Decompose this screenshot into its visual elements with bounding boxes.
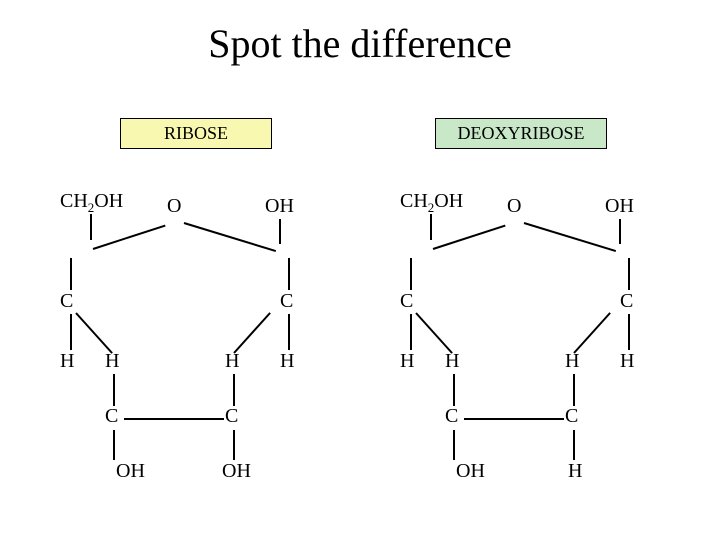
- l-bond-cleft-h2: [75, 312, 113, 353]
- r-bond-ch2oh-v: [430, 214, 432, 240]
- l-bond-cright-up: [288, 258, 290, 290]
- r-ch2oh: CH2OH: [400, 190, 463, 216]
- l-bond-cbl-cbr: [124, 418, 224, 420]
- l-H1: H: [60, 350, 74, 373]
- l-bond-cleft-o: [93, 225, 166, 250]
- r-H1: H: [400, 350, 414, 373]
- l-OH-br: OH: [222, 460, 251, 483]
- l-bond-cleft-up: [70, 258, 72, 290]
- r-H4: H: [620, 350, 634, 373]
- page-title: Spot the difference: [0, 20, 720, 67]
- l-OH-bl: OH: [116, 460, 145, 483]
- l-C-left: C: [60, 290, 73, 313]
- l-bond-cbr-oh: [233, 430, 235, 460]
- l-C-right: C: [280, 290, 293, 313]
- r-bond-o-cright: [524, 222, 616, 252]
- r-C-left: C: [400, 290, 413, 313]
- r-bond-cbl-oh: [453, 430, 455, 460]
- r-H3: H: [565, 350, 579, 373]
- r-OH-bl: OH: [456, 460, 485, 483]
- r-H2: H: [445, 350, 459, 373]
- deoxyribose-label-box: DEOXYRIBOSE: [435, 118, 607, 149]
- r-bond-h2-cbl: [453, 374, 455, 406]
- r-bond-cbr-h: [573, 430, 575, 460]
- r-bond-cleft-up: [410, 258, 412, 290]
- r-bond-cleft-h2: [415, 312, 453, 353]
- r-bond-cbl-cbr: [464, 418, 564, 420]
- r-C-br: C: [565, 405, 578, 428]
- l-bond-h3-cbr: [233, 374, 235, 406]
- l-H4: H: [280, 350, 294, 373]
- l-bond-h2-cbl: [113, 374, 115, 406]
- l-O: O: [167, 195, 181, 218]
- r-C-bl: C: [445, 405, 458, 428]
- l-ch2oh: CH2OH: [60, 190, 123, 216]
- r-bond-oh-v: [619, 219, 621, 244]
- r-H-br: H: [568, 460, 582, 483]
- l-H2: H: [105, 350, 119, 373]
- r-bond-cright-h3: [573, 312, 611, 353]
- r-bond-cleft-h: [410, 314, 412, 350]
- l-bond-o-cright: [184, 222, 276, 252]
- l-bond-oh-v: [279, 219, 281, 244]
- l-bond-cright-h: [288, 314, 290, 350]
- r-C-right: C: [620, 290, 633, 313]
- r-bond-cright-h: [628, 314, 630, 350]
- l-bond-cbl-oh: [113, 430, 115, 460]
- l-C-bl: C: [105, 405, 118, 428]
- l-bond-ch2oh-v: [90, 214, 92, 240]
- ribose-label-box: RIBOSE: [120, 118, 272, 149]
- l-bond-cright-h3: [233, 312, 271, 353]
- l-H3: H: [225, 350, 239, 373]
- r-bond-cright-up: [628, 258, 630, 290]
- r-bond-cleft-o: [433, 225, 506, 250]
- r-bond-h3-cbr: [573, 374, 575, 406]
- l-OH-top: OH: [265, 195, 294, 218]
- r-OH-top: OH: [605, 195, 634, 218]
- l-C-br: C: [225, 405, 238, 428]
- l-bond-cleft-h: [70, 314, 72, 350]
- r-O: O: [507, 195, 521, 218]
